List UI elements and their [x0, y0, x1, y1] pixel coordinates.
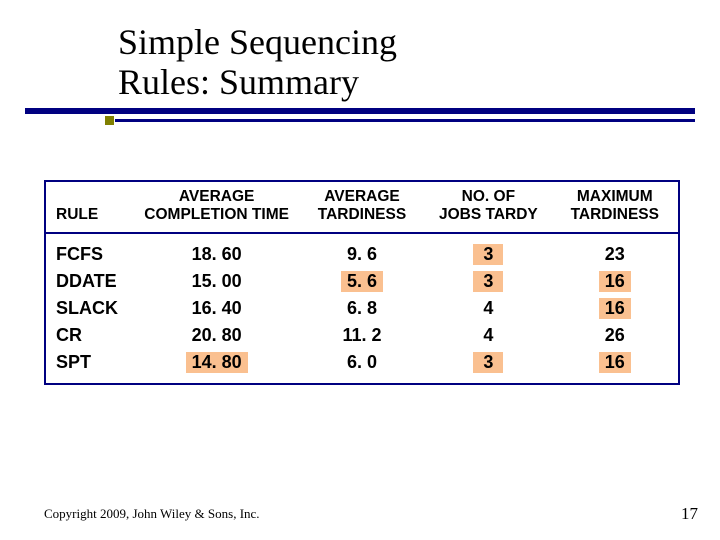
cell-avg_tardiness: 11. 2: [299, 322, 425, 349]
table-row: SPT 14. 80 6. 0 3 16: [46, 349, 678, 383]
cell-no_tardy: 3: [425, 268, 551, 295]
slide: Simple Sequencing Rules: Summary RULE AV…: [0, 0, 720, 540]
table-row: CR20. 8011. 2426: [46, 322, 678, 349]
cell-no_tardy: 3: [425, 349, 551, 383]
title-rule-thick: [25, 108, 695, 114]
table-body: FCFS18. 609. 6323DDATE15. 005. 6316SLACK…: [46, 233, 678, 383]
cell-rule: CR: [46, 322, 134, 349]
cell-avg_completion: 20. 80: [134, 322, 298, 349]
slide-title: Simple Sequencing Rules: Summary: [118, 22, 397, 103]
table-row: DDATE15. 00 5. 6 3 16: [46, 268, 678, 295]
highlighted-value: 16: [599, 298, 631, 319]
cell-no_tardy: 4: [425, 295, 551, 322]
cell-avg_completion: 15. 00: [134, 268, 298, 295]
cell-avg_tardiness: 5. 6: [299, 268, 425, 295]
cell-avg_completion: 18. 60: [134, 233, 298, 268]
highlighted-value: 14. 80: [186, 352, 248, 373]
page-number: 17: [681, 504, 698, 524]
cell-avg_tardiness: 6. 0: [299, 349, 425, 383]
cell-no_tardy: 4: [425, 322, 551, 349]
cell-rule: SPT: [46, 349, 134, 383]
highlighted-value: 16: [599, 352, 631, 373]
cell-avg_tardiness: 9. 6: [299, 233, 425, 268]
cell-avg_completion: 16. 40: [134, 295, 298, 322]
highlighted-value: 16: [599, 271, 631, 292]
copyright-text: Copyright 2009, John Wiley & Sons, Inc.: [44, 506, 260, 522]
col-header-rule: RULE: [46, 182, 134, 233]
title-rule-thin: [115, 119, 695, 122]
col-header-max-tardiness: MAXIMUMTARDINESS: [552, 182, 678, 233]
col-header-avg-tardiness: AVERAGETARDINESS: [299, 182, 425, 233]
highlighted-value: 3: [473, 244, 503, 265]
accent-square-icon: [105, 116, 114, 125]
cell-rule: FCFS: [46, 233, 134, 268]
cell-max_tardiness: 16: [552, 268, 678, 295]
cell-no_tardy: 3: [425, 233, 551, 268]
highlighted-value: 5. 6: [341, 271, 383, 292]
cell-avg_completion: 14. 80: [134, 349, 298, 383]
cell-max_tardiness: 16: [552, 295, 678, 322]
table-row: SLACK16. 406. 84 16: [46, 295, 678, 322]
table-header-row: RULE AVERAGECOMPLETION TIME AVERAGETARDI…: [46, 182, 678, 233]
cell-max_tardiness: 26: [552, 322, 678, 349]
cell-avg_tardiness: 6. 8: [299, 295, 425, 322]
summary-table: RULE AVERAGECOMPLETION TIME AVERAGETARDI…: [44, 180, 680, 385]
cell-max_tardiness: 16: [552, 349, 678, 383]
title-line-1: Simple Sequencing: [118, 22, 397, 62]
cell-rule: DDATE: [46, 268, 134, 295]
col-header-no-tardy: NO. OFJOBS TARDY: [425, 182, 551, 233]
cell-max_tardiness: 23: [552, 233, 678, 268]
col-header-avg-completion: AVERAGECOMPLETION TIME: [134, 182, 298, 233]
title-line-2: Rules: Summary: [118, 62, 397, 102]
table-row: FCFS18. 609. 6 3 23: [46, 233, 678, 268]
highlighted-value: 3: [473, 352, 503, 373]
cell-rule: SLACK: [46, 295, 134, 322]
highlighted-value: 3: [473, 271, 503, 292]
